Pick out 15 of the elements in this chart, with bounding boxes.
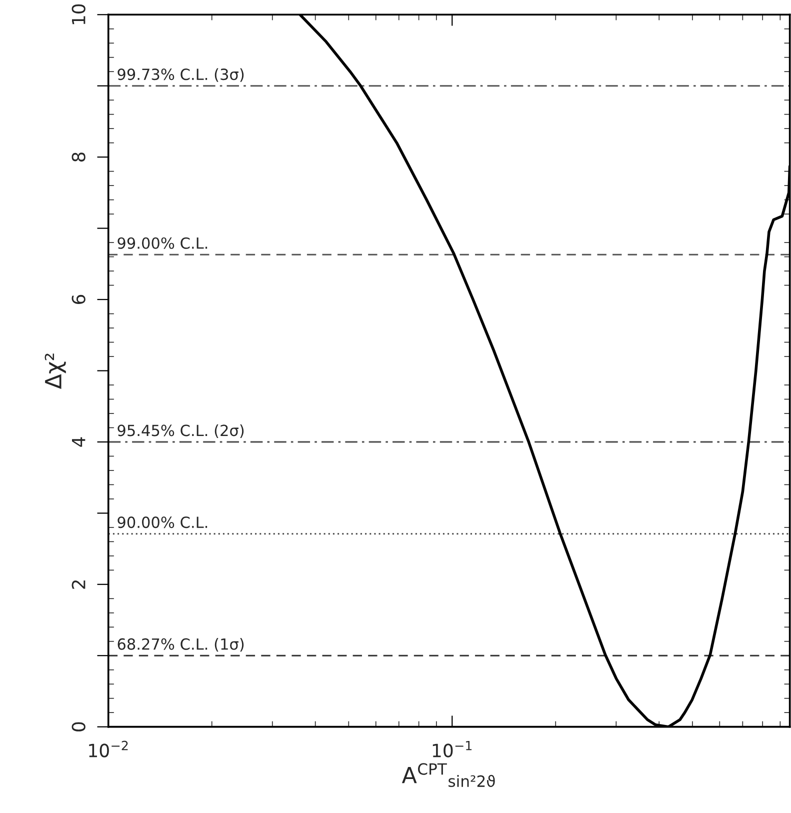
y-tick-label: 4 [72,437,86,447]
ref-line-label: 99.00% C.L. [118,237,208,249]
y-tick-label: 2 [72,580,86,589]
ref-line-label: 99.73% C.L. (3σ) [118,68,244,82]
y-axis-title: Δχ² [44,354,66,390]
ref-line-label: 90.00% C.L. [118,516,208,528]
ref-line-label: 68.27% C.L. (1σ) [118,638,244,652]
y-tick-label: 0 [72,722,86,732]
ref-line-label: 95.45% C.L. (2σ) [118,424,244,438]
x-tick-label: 10$^{−1}$ [432,740,472,758]
y-tick-label: 8 [72,152,86,162]
x-axis-title: A$^{CPT}$$_{sin²2ϑ}$ [402,763,495,788]
x-tick-label: 10$^{−2}$ [89,740,128,758]
y-tick-label: 10 [72,4,86,24]
y-tick-label: 6 [72,294,86,304]
